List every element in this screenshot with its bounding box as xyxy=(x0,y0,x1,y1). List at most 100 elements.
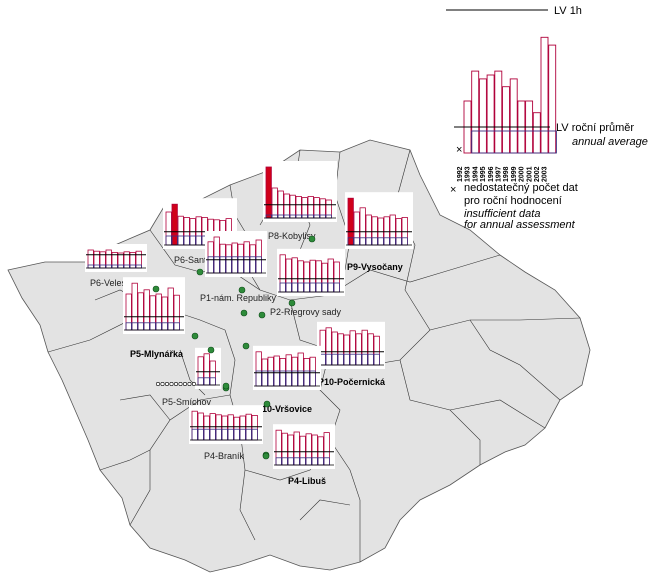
station-location-dot xyxy=(196,268,204,276)
hourly-bar xyxy=(309,356,316,387)
legend-year-2000: 2000 xyxy=(519,166,526,182)
hourly-bar xyxy=(401,216,408,246)
hourly-bar xyxy=(255,351,262,387)
station-location-dot xyxy=(222,382,230,390)
station-chart-p5-smichov: P5-Smíchov xyxy=(156,347,230,407)
legend-bar-1996 xyxy=(494,70,503,154)
hourly-bar xyxy=(99,251,106,269)
hourly-bar xyxy=(123,251,130,269)
hourly-bar xyxy=(371,216,378,246)
legend-insufficient-cz-2: pro roční hodnocení xyxy=(464,195,562,207)
hourly-bar xyxy=(373,335,380,366)
legend-year-2002: 2002 xyxy=(534,166,541,182)
district-boundaries xyxy=(47,149,581,562)
station-label: P6-Veleslavín xyxy=(90,278,145,288)
station-location-dot xyxy=(238,286,246,294)
legend-year-1992: 1992 xyxy=(457,166,464,182)
hourly-bar xyxy=(213,236,220,274)
legend-bar-1994 xyxy=(478,78,487,154)
hourly-bar xyxy=(367,333,374,366)
hourly-bar xyxy=(303,357,310,387)
hourly-bar xyxy=(135,250,142,269)
legend-bar-1995 xyxy=(486,74,495,154)
hourly-bar xyxy=(327,258,334,293)
hourly-bar xyxy=(303,261,310,293)
station-chart-p9-vysocany: P9-Vysočany xyxy=(345,192,413,272)
station-location-dot xyxy=(288,299,296,307)
legend-sample-insufficient-marker: × xyxy=(456,144,462,156)
hourly-bar xyxy=(207,241,214,274)
station-chart-p5-mlynarka: P5-Mlynářka xyxy=(123,277,185,359)
hourly-bar xyxy=(297,352,304,387)
station-chart-p8-kobylisy: P8-Kobylisy xyxy=(263,161,337,243)
hourly-bar xyxy=(231,242,238,274)
hourly-bar xyxy=(137,292,144,331)
hourly-bar xyxy=(365,214,372,246)
legend-sample-chart: × xyxy=(456,36,557,156)
insufficient-data-marker xyxy=(165,381,170,386)
hourly-bar xyxy=(311,434,318,466)
legend-annual-bars xyxy=(471,130,557,154)
hourly-bar xyxy=(171,203,178,246)
station-location-dot xyxy=(191,332,199,340)
hourly-bar xyxy=(337,333,344,366)
legend-insufficient-en-2: for annual assessment xyxy=(464,219,576,231)
legend-annual-average-label: annual average xyxy=(572,136,648,148)
insufficient-data-marker xyxy=(156,381,161,386)
hourly-bar xyxy=(281,432,288,466)
hourly-bar xyxy=(299,435,306,466)
insufficient-data-marker xyxy=(178,381,183,386)
station-label: P2-Riegrovy sady xyxy=(270,307,342,317)
station-label: P4-Libuš xyxy=(288,476,326,486)
station-chart-p2-riegrovy-sady: P2-Riegrovy sady xyxy=(258,248,345,319)
legend-insufficient-cz-1: nedostatečný počet dat xyxy=(464,182,578,194)
station-label: P10-Vršovice xyxy=(256,404,312,414)
hourly-bar xyxy=(283,193,290,219)
hourly-bar xyxy=(203,353,210,386)
legend-bar-2001 xyxy=(532,112,541,154)
legend-year-1995: 1995 xyxy=(480,166,487,182)
hourly-bar xyxy=(321,262,328,293)
insufficient-data-marker xyxy=(169,381,174,386)
hourly-bar xyxy=(343,334,350,366)
legend-bar-1993 xyxy=(471,70,480,154)
hourly-bar xyxy=(251,414,258,441)
hourly-bar xyxy=(271,187,278,219)
legend-insufficient-en-1: insufficient data xyxy=(464,208,540,220)
hourly-bar xyxy=(203,415,210,441)
hourly-bar xyxy=(149,295,156,331)
insufficient-data-marker xyxy=(183,381,188,386)
hourly-bar xyxy=(389,214,396,246)
hourly-bar xyxy=(291,356,298,387)
hourly-bar xyxy=(195,216,202,246)
hourly-bar xyxy=(289,194,296,219)
hourly-bar xyxy=(237,243,244,274)
station-location-dot xyxy=(240,309,248,317)
hourly-bar xyxy=(353,211,360,246)
legend-year-1999: 1999 xyxy=(511,166,518,182)
hourly-bar xyxy=(239,415,246,441)
hourly-bar xyxy=(325,327,332,366)
hourly-bar xyxy=(233,416,240,441)
legend-year-1996: 1996 xyxy=(488,166,495,182)
hourly-bar xyxy=(165,211,172,246)
hourly-bar xyxy=(331,331,338,366)
hourly-bar xyxy=(225,244,232,274)
legend-year-2001: 2001 xyxy=(526,166,533,182)
hourly-bar xyxy=(291,257,298,293)
hourly-bar xyxy=(221,415,228,441)
hourly-bar xyxy=(215,414,222,441)
station-label: P5-Smíchov xyxy=(162,397,212,407)
hourly-bar xyxy=(359,207,366,246)
insufficient-data-marker xyxy=(192,381,197,386)
station-label: P8-Kobylisy xyxy=(268,231,316,241)
hourly-bar xyxy=(219,243,226,274)
station-chart-p4-libus: P4-Libuš xyxy=(262,424,335,486)
hourly-bar xyxy=(287,434,294,466)
legend-bar-1997 xyxy=(502,86,510,154)
hourly-bar xyxy=(155,293,162,331)
legend-lv-annual-label: LV roční průměr xyxy=(556,122,634,134)
hourly-bar xyxy=(285,354,292,387)
legend-year-1994: 1994 xyxy=(472,166,479,182)
legend-year-2003: 2003 xyxy=(542,166,549,182)
